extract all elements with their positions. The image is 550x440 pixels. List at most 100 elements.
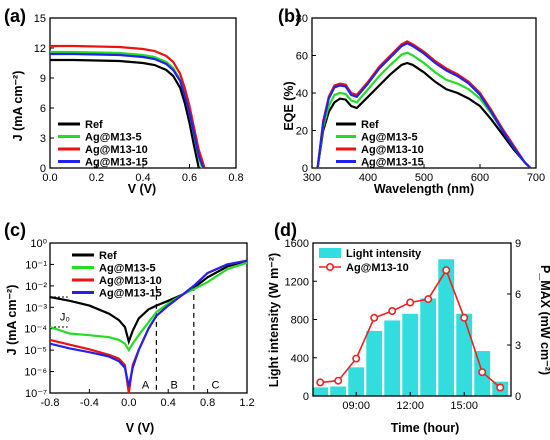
panel-b-ytick-label-3: 60 [296, 51, 308, 63]
panel-d-bar-8 [456, 313, 473, 396]
panel-c-region-label-0: A [142, 380, 150, 392]
panel-d-line-point-7 [442, 266, 451, 275]
panel-a-ytick-label-1: 3 [40, 133, 46, 145]
panel-b-series-0 [316, 61, 532, 169]
panel-b-xtick-label-0: 300 [303, 172, 321, 184]
panel-c-legend-label-1: Ag@M13-5 [99, 263, 156, 275]
panel-b-xtick-label-1: 400 [359, 172, 377, 184]
panel-b-xtick-label-4: 700 [527, 172, 545, 184]
panel-a-ytick-label-5: 15 [34, 13, 46, 25]
panel-c-j0-label: J₀ [60, 311, 70, 323]
panel-c-plot: -0.8 -0.4 0.0 0.4 0.8 1.2 10⁰ 10⁻¹ 10⁻² 10⁻³ 10⁻⁴ 1… [24, 238, 254, 409]
panel-a-series-3 [50, 52, 205, 169]
panel-d-line-point-8 [460, 313, 469, 322]
panel-d-bar-5 [402, 313, 419, 396]
panel-d-line-point-2 [352, 354, 361, 363]
panel-c-xlabel: V (V) [126, 421, 154, 435]
panel-d-line-point-1 [334, 376, 343, 385]
panel-d-label: (d) [274, 220, 297, 240]
panel-a-legend-label-1: Ag@M13-5 [85, 132, 142, 144]
panel-b-series-1 [316, 51, 532, 169]
panel-d-line-point-4 [388, 306, 397, 315]
panel-b-ytick-label-0: 0 [302, 163, 308, 175]
panel-d-plot: 09:00 12:00 15:00 0 400 800 1200 1600 0 3 6 9 Light … [285, 238, 522, 412]
panel-c-legend-label-0: Ref [99, 250, 117, 262]
panel-b-xtick-label-2: 500 [415, 172, 433, 184]
panel-d-xtick-label-2: 15:00 [450, 400, 478, 412]
panel-d-bar-2 [348, 367, 365, 396]
panel-a-ylabel: J (mA cm⁻²) [11, 71, 25, 142]
panel-d-xtick-label-0: 09:00 [342, 400, 370, 412]
panel-a: (a) 0.0 0.2 0.4 0.6 0.803691215RefAg@M13-5Ag… [4, 6, 244, 196]
panel-b-xlabel: Wavelength (nm) [374, 182, 474, 196]
panel-b-legend-label-0: Ref [361, 119, 379, 131]
panel-d-ytick-right-label-2: 6 [515, 289, 521, 301]
panel-c-xtick-label-2: 0.0 [121, 397, 136, 409]
panel-d-line-point-6 [424, 295, 433, 304]
panel-d-xlabel: Time (hour) [391, 421, 460, 435]
panel-a-ytick-label-2: 6 [40, 103, 46, 115]
panel-c: (c) -0.8 -0.4 0.0 0.4 0.8 1.2 10⁰ 10⁻¹ 10⁻² 10⁻³ 1… [4, 220, 255, 435]
panel-a-label: (a) [4, 6, 26, 26]
panel-b-ylabel: EQE (%) [282, 81, 296, 130]
panel-a-legend-label-2: Ag@M13-10 [85, 144, 148, 156]
panel-d-ytick-right-label-3: 9 [515, 238, 521, 250]
panel-c-ytick-label-2: 10⁻² [25, 281, 47, 293]
panel-c-region-label-1: B [170, 380, 177, 392]
panel-a-legend-label-0: Ref [85, 119, 103, 131]
panel-c-series-0 [49, 259, 248, 346]
panel-c-ytick-label-7: 10⁻⁷ [25, 388, 47, 400]
panel-c-ytick-label-0: 10⁰ [30, 238, 47, 250]
panel-d-line-point-10 [496, 383, 505, 392]
panel-d-ylabel-left: Light intensity (W m⁻²) [267, 253, 281, 387]
panel-a-ytick-label-3: 9 [40, 73, 46, 85]
panel-b-label: (b) [278, 6, 301, 26]
panel-d-line-point-3 [370, 313, 379, 322]
panel-c-ytick-label-3: 10⁻³ [25, 302, 47, 314]
panel-d-line-point-5 [406, 298, 415, 307]
panel-c-series-1 [49, 261, 248, 353]
panel-d-ytick-left-label-2: 800 [291, 315, 309, 327]
panel-a-xtick-label-2: 0.4 [135, 172, 150, 184]
panel-a-xtick-label-0: 0.0 [42, 172, 57, 184]
panel-c-ytick-label-4: 10⁻⁴ [24, 324, 47, 336]
panel-d-bar-1 [330, 386, 347, 396]
panel-d-legend-label-line: Ag@M13-10 [346, 262, 409, 274]
panel-d-line-point-0 [316, 378, 325, 387]
panel-d-ytick-left-label-3: 1200 [285, 276, 309, 288]
panel-d-bar-7 [438, 259, 455, 396]
panel-d-bar-0 [312, 387, 329, 396]
panel-d-ytick-left-label-4: 1600 [285, 238, 309, 250]
panel-a-ytick-label-4: 12 [34, 43, 46, 55]
panel-b-legend-label-3: Ag@M13-15 [361, 157, 424, 169]
panel-c-ylabel: J (mA cm⁻²) [5, 285, 19, 356]
panel-a-series-2 [50, 44, 206, 169]
panel-c-region-label-2: C [212, 380, 220, 392]
panel-d-ylabel-right: P_MAX (mW cm⁻²) [538, 265, 550, 375]
panel-d-ytick-right-label-0: 0 [515, 391, 521, 403]
panel-c-label: (c) [4, 220, 26, 240]
panel-c-series-3 [49, 259, 248, 387]
panel-c-legend-label-3: Ag@M13-15 [99, 288, 162, 300]
panel-c-xtick-label-3: 0.4 [161, 397, 176, 409]
panel-b-ytick-label-2: 40 [296, 88, 308, 100]
panel-b-legend-label-2: Ag@M13-10 [361, 144, 424, 156]
panel-a-xlabel: V (V) [128, 182, 156, 196]
panel-d-xtick-label-1: 12:00 [396, 400, 424, 412]
panel-d: (d) 09:00 12:00 15:00 0 400 800 1200 1600 0 3 6 9 Li… [267, 220, 550, 435]
panel-d-legend-label-bars: Light intensity [346, 248, 422, 260]
panel-b-series-3 [316, 42, 532, 169]
panel-a-legend-label-3: Ag@M13-15 [85, 157, 148, 169]
panel-d-ytick-right-label-1: 3 [515, 340, 521, 352]
panel-b: (b) 300 400 500 600 700020406080RefAg@M13-5A… [278, 6, 545, 196]
panel-c-xtick-label-5: 1.2 [239, 397, 254, 409]
panel-a-xtick-label-3: 0.6 [182, 172, 197, 184]
panel-b-plot: 300 400 500 600 700020406080RefAg@M13-5Ag@M1… [296, 13, 545, 184]
panel-c-legend-label-2: Ag@M13-10 [99, 275, 162, 287]
panel-c-xtick-label-1: -0.4 [80, 397, 99, 409]
panel-d-legend-swatch-line-marker [325, 262, 334, 271]
panel-a-plot: 0.0 0.2 0.4 0.6 0.803691215RefAg@M13-5Ag@M13… [34, 13, 244, 184]
panel-c-xtick-label-0: -0.8 [41, 397, 60, 409]
panel-b-ytick-label-1: 20 [296, 126, 308, 138]
